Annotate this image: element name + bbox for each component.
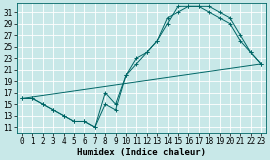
X-axis label: Humidex (Indice chaleur): Humidex (Indice chaleur) (77, 148, 206, 156)
